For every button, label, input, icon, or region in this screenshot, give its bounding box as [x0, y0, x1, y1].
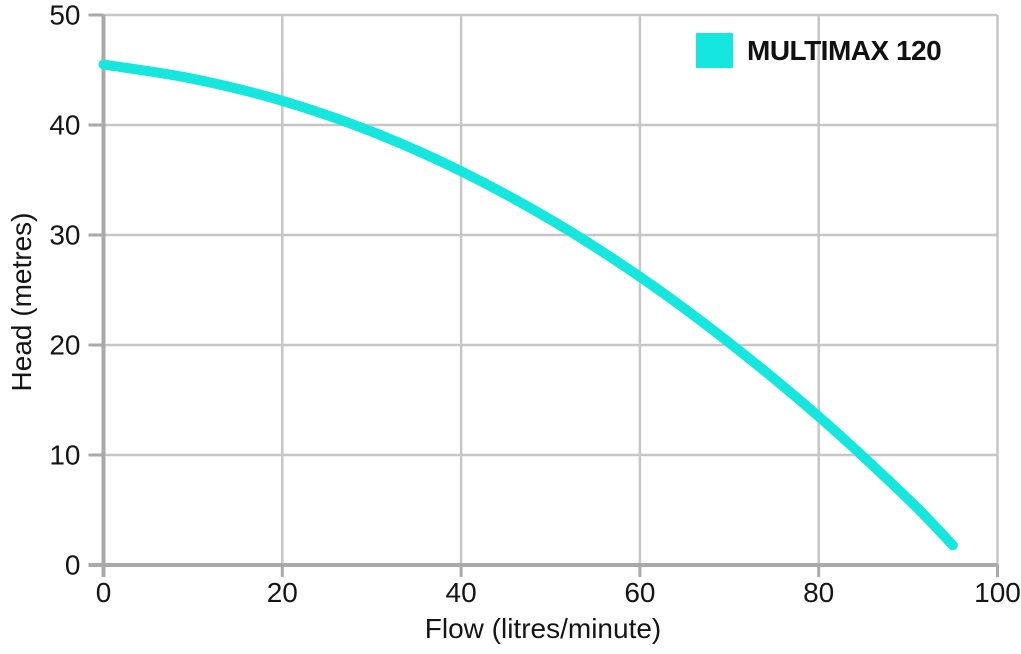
gridlines [103, 13, 999, 565]
x-tick-label: 0 [96, 577, 112, 608]
y-tick-label: 0 [65, 550, 81, 581]
y-axis-title: Head (metres) [6, 212, 37, 392]
tick-marks [88, 13, 999, 577]
y-tick-label: 20 [49, 330, 80, 361]
x-axis-title: Flow (litres/minute) [424, 613, 662, 644]
x-tick-label: 60 [624, 577, 655, 608]
tick-labels: 0 20 40 60 80 100 0 10 20 30 40 50 [49, 0, 1021, 608]
y-tick-label: 30 [49, 220, 80, 251]
x-tick-label: 80 [803, 577, 834, 608]
legend-swatch [696, 33, 733, 68]
y-tick-label: 10 [49, 440, 80, 471]
x-tick-label: 100 [974, 577, 1021, 608]
y-tick-label: 50 [49, 0, 80, 31]
y-tick-label: 40 [49, 110, 80, 141]
pump-curve [98, 59, 958, 551]
legend-label: MULTIMAX 120 [747, 34, 942, 66]
legend: MULTIMAX 120 [696, 33, 942, 68]
x-tick-label: 40 [446, 577, 477, 608]
x-tick-label: 20 [267, 577, 298, 608]
